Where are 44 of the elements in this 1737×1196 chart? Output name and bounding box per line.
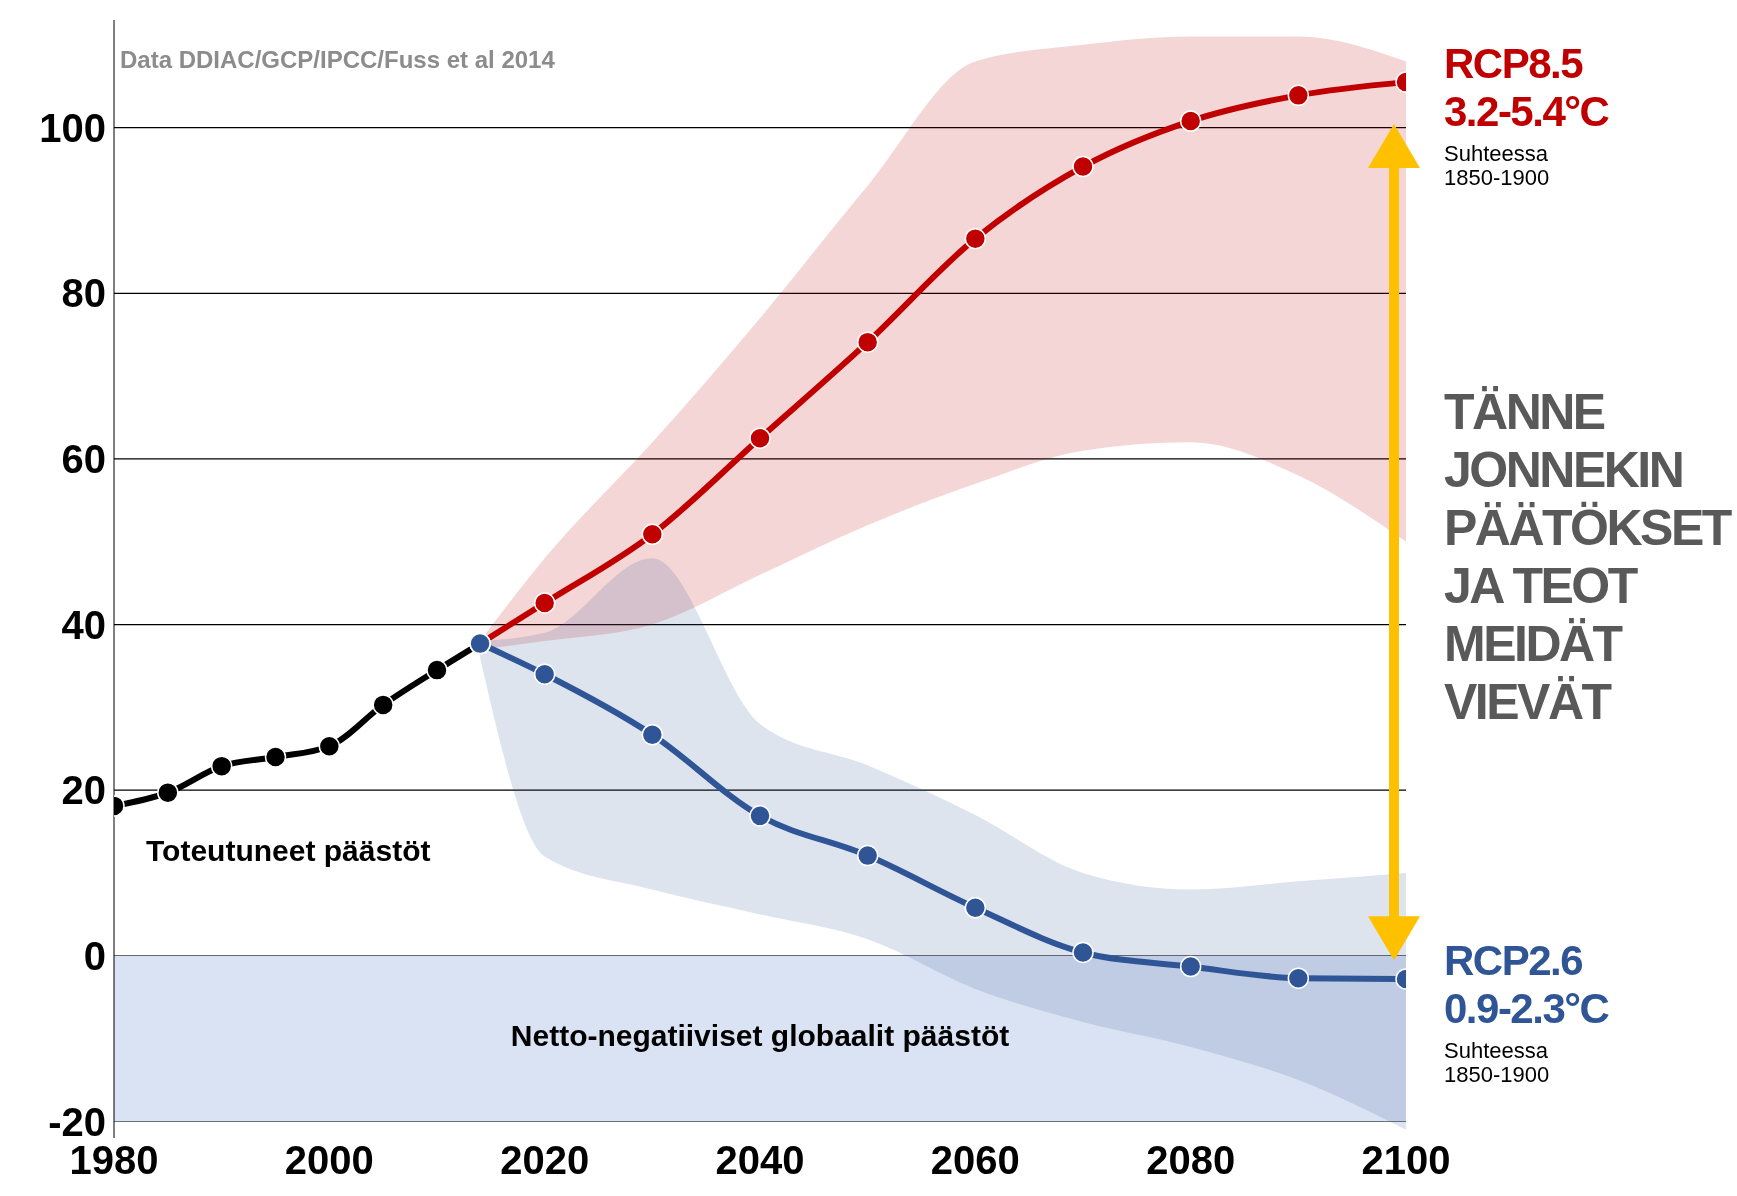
- point: [372, 694, 394, 716]
- point: [210, 755, 233, 777]
- x-tick-label: 2060: [930, 1138, 1020, 1183]
- point: [533, 663, 556, 685]
- point: [426, 659, 448, 681]
- x-tick-label: 2040: [715, 1138, 805, 1183]
- point: [1072, 155, 1094, 178]
- point: [318, 735, 341, 758]
- point: [964, 227, 987, 250]
- x-tick-label: 2100: [1361, 1138, 1451, 1183]
- y-tick-label: 20: [61, 768, 106, 813]
- point: [641, 723, 664, 746]
- text: TÄNNE JONNEKIN PÄÄTÖKSET JA TEOT MEIDÄT VIEVÄT: [1444, 383, 1732, 731]
- series-label: RCP8.5: [1444, 40, 1584, 89]
- point: [1072, 941, 1094, 964]
- point: [264, 746, 287, 768]
- annotation: 0.9-2.3°C: [1444, 984, 1610, 1033]
- annotation: Data DDIAC/GCP/IPCC/Fuss et al 2014: [120, 46, 555, 74]
- band-label: Netto-negatiiviset globaalit päästöt: [509, 1018, 1011, 1053]
- x-tick-label: 2000: [284, 1138, 374, 1183]
- point: [964, 897, 987, 919]
- point: [1179, 110, 1202, 132]
- series-label: RCP2.6: [1444, 936, 1584, 985]
- point: [856, 844, 879, 867]
- point: [749, 427, 771, 449]
- point: [1287, 84, 1310, 107]
- point: [533, 592, 556, 614]
- series-label: Toteutuneet päästöt: [146, 833, 431, 868]
- point: [749, 805, 771, 827]
- text: Suhteessa 1850-1900: [1444, 1037, 1551, 1087]
- text: Suhteessa 1850-1900: [1444, 141, 1551, 191]
- x-tick-label: 2080: [1146, 1138, 1236, 1183]
- y-tick-label: 40: [61, 602, 106, 647]
- point: [157, 781, 179, 804]
- point: [856, 331, 879, 353]
- point: [1179, 955, 1202, 978]
- y-tick-label: 100: [39, 105, 106, 150]
- y-tick-label: 80: [61, 271, 106, 316]
- y-tick-label: 0: [83, 934, 106, 979]
- annotation: 3.2-5.4°C: [1444, 88, 1610, 137]
- y-tick-label: 60: [61, 437, 106, 482]
- x-tick-label: 2020: [500, 1138, 590, 1183]
- point: [641, 523, 664, 546]
- point: [1287, 967, 1310, 989]
